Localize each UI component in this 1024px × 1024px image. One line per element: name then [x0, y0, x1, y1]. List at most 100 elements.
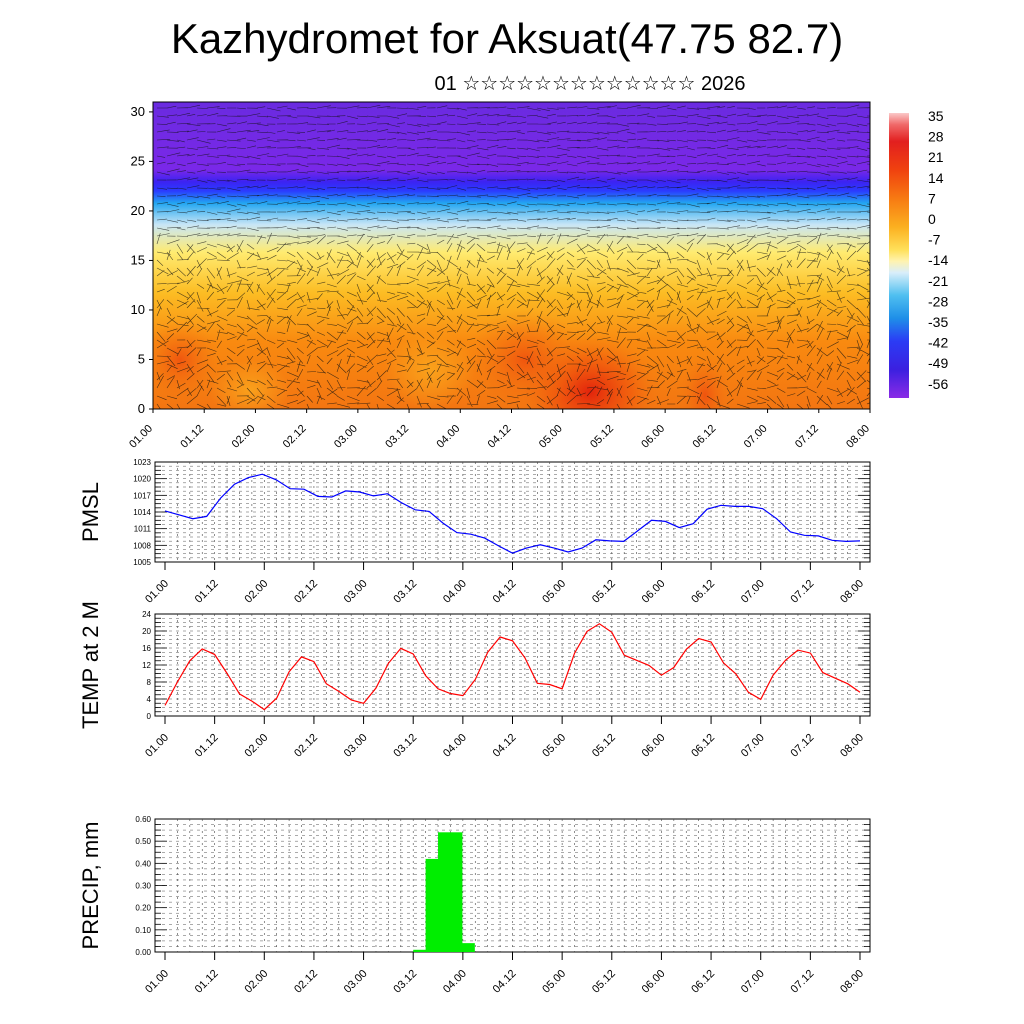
x-tick-label: 02.12 — [281, 423, 309, 451]
x-tick-label: 05.12 — [590, 732, 618, 760]
colorbar-label: 21 — [928, 149, 944, 165]
x-tick-label: 06.12 — [689, 578, 717, 606]
colorbar-label: -28 — [928, 293, 948, 309]
x-tick-label: 05.00 — [540, 968, 568, 996]
colorbar-label: 14 — [928, 170, 944, 186]
x-tick-label: 03.12 — [383, 423, 411, 451]
y-tick-label: 0.10 — [135, 926, 151, 935]
colorbar-scale — [889, 113, 909, 398]
x-tick-label: 07.12 — [789, 732, 817, 760]
colorbar-label: -21 — [928, 273, 948, 289]
x-tick-label: 05.00 — [540, 732, 568, 760]
y-tick-label: 8 — [147, 678, 152, 687]
cross-section-panel: 0 5 10 15 20 25 30 01.00 01.12 02.00 02.12 03.00 03… — [127, 101, 872, 451]
x-tick-label: 06.00 — [639, 423, 667, 451]
y-tick-label: 0 — [147, 712, 152, 721]
colorbar-label: -35 — [928, 314, 948, 330]
x-tick-label: 01.00 — [143, 968, 171, 996]
y-tick-label: 4 — [147, 695, 152, 704]
x-tick-label: 03.00 — [342, 968, 370, 996]
y-tick-label: 0.50 — [135, 837, 151, 846]
x-tick-label: 03.00 — [342, 578, 370, 606]
x-tick-label: 06.12 — [689, 968, 717, 996]
colorbar-label: 0 — [928, 211, 936, 227]
x-tick-label: 05.12 — [590, 578, 618, 606]
colorbar-labels: 35 28 21 14 7 0 -7 -14 -21 -28 -35 -42 -49 -56 — [928, 108, 948, 392]
y-tick-label: 0.20 — [135, 904, 151, 913]
colorbar-label: 7 — [928, 190, 936, 206]
warm-core — [465, 310, 585, 409]
y-axis-title: PRECIP, mm — [78, 822, 103, 950]
x-tick-label: 02.00 — [242, 732, 270, 760]
x-tick-label: 02.12 — [292, 578, 320, 606]
temp-series-line — [164, 623, 861, 711]
y-tick-label: 12 — [142, 661, 151, 670]
x-tick-label: 05.00 — [537, 423, 565, 451]
x-tick-label: 07.00 — [739, 968, 767, 996]
wind-arrows — [156, 104, 870, 409]
colorbar-label: -49 — [928, 355, 948, 371]
x-tick-label: 07.00 — [739, 578, 767, 606]
warm-core — [153, 320, 220, 400]
y-tick-label: 0.60 — [135, 815, 151, 824]
y-tick-label: 0.40 — [135, 859, 151, 868]
precip-bar — [413, 949, 438, 952]
precip-panel: 0.60 0.50 0.40 0.30 0.20 0.10 0.00 01.00 01.12 02… — [78, 815, 871, 996]
colorbar-label: 35 — [928, 108, 944, 124]
y-tick-label: 0.00 — [135, 948, 151, 957]
x-tick-label: 05.12 — [588, 423, 616, 451]
x-tick-label: 08.00 — [838, 732, 866, 760]
x-tick-label: 01.00 — [143, 732, 171, 760]
x-tick-label: 05.00 — [540, 578, 568, 606]
x-tick-label: 01.12 — [193, 578, 221, 606]
x-tick-label: 04.12 — [491, 732, 519, 760]
x-tick-label: 05.12 — [590, 968, 618, 996]
y-tick-label: 1023 — [133, 458, 151, 467]
y-tick-label: 16 — [142, 644, 151, 653]
y-tick-label: 24 — [142, 610, 151, 619]
y-tick-label: 1017 — [133, 491, 151, 500]
x-tick-label: 07.00 — [739, 732, 767, 760]
x-tick-label: 08.00 — [844, 423, 872, 451]
x-tick-label: 06.00 — [640, 968, 668, 996]
x-tick-label: 04.12 — [491, 968, 519, 996]
x-tick-label: 01.00 — [127, 423, 155, 451]
colorbar-label: -42 — [928, 335, 948, 351]
x-tick-label: 06.12 — [689, 732, 717, 760]
y-tick-label: 10 — [131, 302, 145, 317]
x-tick-label: 02.12 — [292, 968, 320, 996]
x-tick-label: 04.00 — [441, 578, 469, 606]
pmsl-series-line — [164, 473, 861, 554]
cross-section-y-axis: 0 5 10 15 20 25 30 — [131, 104, 153, 416]
grid — [155, 462, 870, 562]
x-tick-label: 07.12 — [793, 423, 821, 451]
x-tick-label: 07.00 — [742, 423, 770, 451]
x-tick-label: 01.12 — [178, 423, 206, 451]
x-tick-label: 03.12 — [391, 968, 419, 996]
colorbar-label: 28 — [928, 129, 944, 145]
x-tick-label: 04.00 — [441, 968, 469, 996]
y-axis-title: PMSL — [78, 482, 103, 542]
y-tick-label: 1005 — [133, 558, 151, 567]
x-tick-label: 02.00 — [230, 423, 258, 451]
y-tick-label: 0.30 — [135, 882, 151, 891]
chart-subtitle: 01 ☆☆☆☆☆☆☆☆☆☆☆☆☆ 2026 — [434, 73, 746, 95]
y-tick-label: 20 — [131, 203, 145, 218]
warm-core — [680, 355, 730, 409]
colorbar-label: -56 — [928, 376, 948, 392]
y-tick-label: 15 — [131, 252, 145, 267]
precip-bar — [438, 832, 463, 952]
x-tick-label: 06.00 — [640, 732, 668, 760]
x-tick-label: 01.12 — [193, 732, 221, 760]
x-tick-label: 02.00 — [242, 578, 270, 606]
x-tick-label: 08.00 — [838, 578, 866, 606]
y-tick-label: 30 — [131, 104, 145, 119]
chart-title: Kazhydromet for Aksuat(47.75 82.7) — [170, 15, 844, 62]
y-tick-label: 20 — [142, 627, 151, 636]
y-tick-label: 1014 — [133, 508, 151, 517]
x-tick-label: 04.00 — [441, 732, 469, 760]
x-tick-label: 04.12 — [486, 423, 514, 451]
x-tick-label: 02.12 — [292, 732, 320, 760]
wind-vectors — [156, 104, 870, 409]
